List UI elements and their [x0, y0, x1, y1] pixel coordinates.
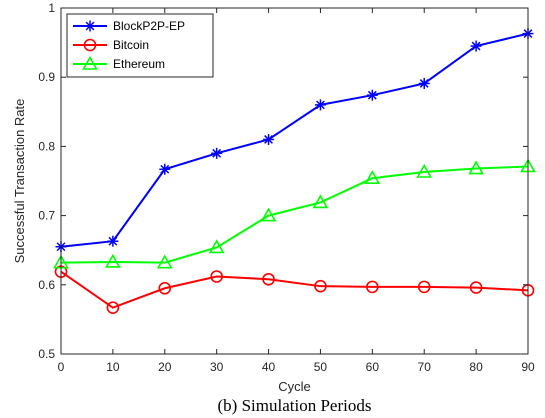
y-tick-label: 0.6	[38, 278, 55, 292]
series-line-bitcoin	[60, 270, 529, 309]
data-point-bitcoin-7	[417, 280, 431, 294]
x-tick-label: 10	[106, 360, 120, 374]
y-tick-label: 0.9	[38, 70, 55, 84]
data-point-ethereum-5	[312, 194, 329, 209]
data-point-ethereum-3	[208, 239, 225, 254]
y-axis-label: Successful Transaction Rate	[12, 99, 27, 264]
x-tick-label: 60	[366, 360, 380, 374]
data-point-ethereum-7	[416, 163, 433, 178]
legend-label-bitcoin: Bitcoin	[113, 38, 149, 52]
data-point-bitcoin-2	[158, 281, 172, 295]
data-point-blockp2p-ep-5	[314, 99, 326, 111]
data-point-bitcoin-6	[366, 280, 379, 294]
axes-layer: 0 10 20 30 40 50 60 70 80 90 0.5 0.6 0.7 0.8 0.9 1	[38, 1, 535, 374]
data-point-blockp2p-ep-4	[263, 133, 275, 145]
series-layer	[53, 28, 536, 314]
figure-caption: (b) Simulation Periods	[218, 396, 372, 415]
data-point-bitcoin-3	[210, 270, 223, 283]
y-tick-label: 1	[48, 1, 55, 15]
x-tick-label: 90	[521, 360, 535, 374]
data-point-blockp2p-ep-1	[107, 235, 119, 247]
y-tick-label: 0.7	[38, 209, 55, 223]
data-point-bitcoin-5	[314, 279, 327, 293]
data-point-ethereum-2	[156, 254, 173, 269]
data-point-ethereum-8	[468, 160, 484, 175]
data-point-ethereum-4	[260, 207, 277, 222]
data-point-blockp2p-ep-8	[470, 40, 482, 52]
y-tick-label: 0.5	[38, 347, 55, 361]
data-point-blockp2p-ep-7	[418, 77, 430, 89]
x-axis-label: Cycle	[278, 379, 311, 394]
x-tick-label: 0	[58, 360, 65, 374]
series-line-ethereum	[60, 165, 529, 264]
legend-marker-ethereum	[82, 55, 98, 70]
y-tick-label: 0.8	[38, 139, 55, 153]
data-point-blockp2p-ep-6	[366, 89, 378, 101]
data-point-blockp2p-ep-3	[211, 147, 223, 159]
legend: BlockP2P-EP Bitcoin Ethereum	[66, 13, 214, 78]
series-line-blockp2p-ep	[60, 32, 529, 248]
legend-label-blockp2p-ep: BlockP2P-EP	[113, 19, 185, 33]
legend-marker-blockp2p-ep	[84, 20, 96, 32]
legend-marker-bitcoin	[83, 38, 97, 52]
axes-box	[60, 7, 529, 355]
legend-label-ethereum: Ethereum	[113, 57, 165, 71]
x-tick-label: 50	[314, 360, 328, 374]
data-point-ethereum-1	[105, 253, 121, 268]
data-point-blockp2p-ep-2	[159, 163, 171, 175]
data-point-bitcoin-4	[262, 272, 275, 286]
x-tick-label: 20	[158, 360, 172, 374]
data-point-bitcoin-1	[106, 301, 120, 314]
data-point-bitcoin-8	[469, 281, 483, 294]
data-point-ethereum-6	[364, 170, 381, 185]
x-tick-label: 70	[418, 360, 432, 374]
x-tick-label: 80	[469, 360, 483, 374]
x-tick-label: 30	[210, 360, 224, 374]
x-tick-label: 40	[262, 360, 276, 374]
